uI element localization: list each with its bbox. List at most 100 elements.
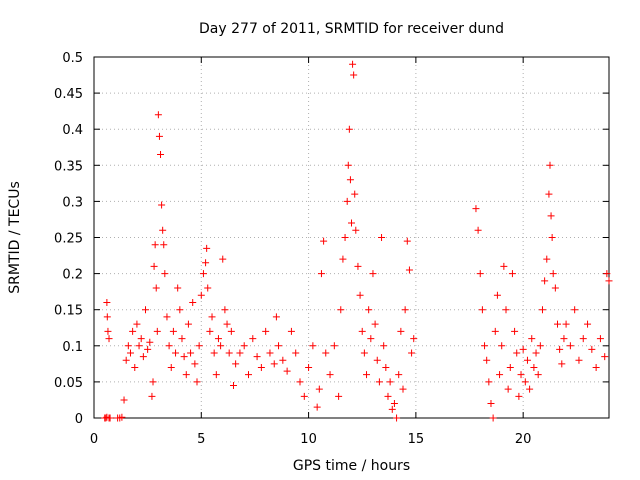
- data-point: [172, 349, 180, 357]
- data-point: [169, 327, 177, 335]
- data-point: [515, 392, 523, 400]
- data-point: [118, 413, 126, 421]
- data-point: [551, 284, 559, 292]
- data-point: [197, 291, 205, 299]
- data-point: [395, 371, 403, 379]
- data-point: [309, 342, 317, 350]
- data-point: [182, 371, 190, 379]
- data-point: [496, 371, 504, 379]
- data-point: [167, 363, 175, 371]
- data-point: [223, 320, 231, 328]
- data-point: [358, 327, 366, 335]
- data-point: [305, 363, 313, 371]
- data-point: [489, 414, 497, 422]
- data-point: [474, 226, 482, 234]
- data-point: [534, 371, 542, 379]
- data-point: [504, 385, 512, 393]
- data-point: [191, 360, 199, 368]
- data-point: [106, 414, 114, 422]
- data-point: [245, 371, 252, 379]
- y-tick-label: 0.1: [62, 340, 83, 355]
- data-point: [556, 345, 564, 353]
- data-point: [511, 327, 519, 335]
- data-point: [104, 327, 112, 335]
- x-tick-label: 5: [197, 432, 205, 447]
- data-point: [352, 226, 360, 234]
- data-point: [363, 371, 371, 379]
- data-point: [287, 327, 295, 335]
- data-point: [605, 277, 613, 285]
- data-point: [165, 342, 173, 350]
- data-point: [498, 342, 506, 350]
- data-point: [399, 385, 407, 393]
- data-point: [403, 237, 411, 245]
- y-tick-label: 0.45: [54, 87, 83, 102]
- data-point: [502, 306, 510, 314]
- data-point: [508, 270, 516, 278]
- data-point: [149, 378, 157, 386]
- data-point: [210, 349, 218, 357]
- data-point: [176, 306, 184, 314]
- data-point: [151, 241, 159, 249]
- data-point: [554, 320, 561, 328]
- data-point: [337, 306, 345, 314]
- data-point: [481, 342, 489, 350]
- y-tick-label: 0.4: [62, 123, 83, 138]
- data-point: [195, 342, 203, 350]
- data-point: [384, 392, 392, 400]
- data-point: [322, 349, 330, 357]
- data-point: [204, 284, 212, 292]
- data-point: [390, 400, 398, 408]
- y-tick-label: 0: [75, 412, 83, 427]
- data-point: [217, 342, 225, 350]
- data-point: [472, 205, 480, 213]
- data-point: [476, 270, 484, 278]
- data-point: [405, 266, 413, 274]
- data-point: [219, 255, 227, 263]
- data-point: [122, 356, 130, 364]
- data-point: [296, 378, 304, 386]
- data-point: [275, 342, 283, 350]
- data-point: [596, 335, 604, 343]
- data-point: [189, 298, 197, 306]
- data-point: [129, 327, 137, 335]
- data-point: [369, 270, 377, 278]
- data-point: [371, 320, 379, 328]
- data-point: [152, 284, 160, 292]
- data-point: [131, 363, 139, 371]
- data-point: [354, 262, 362, 270]
- data-point: [365, 306, 373, 314]
- data-point: [341, 234, 349, 241]
- data-point: [378, 234, 386, 241]
- data-point: [356, 291, 364, 299]
- data-point: [202, 259, 210, 267]
- data-point: [367, 335, 375, 343]
- data-point: [317, 270, 325, 278]
- data-point: [601, 353, 609, 361]
- chart-title: Day 277 of 2011, SRMTID for receiver dun…: [199, 21, 504, 37]
- data-point: [187, 349, 195, 357]
- data-point: [142, 306, 149, 314]
- y-tick-label: 0.25: [54, 232, 83, 247]
- data-point: [579, 335, 587, 343]
- data-point: [592, 363, 600, 371]
- data-point: [139, 353, 147, 361]
- data-point: [545, 190, 553, 198]
- x-tick-label: 15: [408, 432, 425, 447]
- data-point: [133, 320, 141, 328]
- data-point: [126, 349, 134, 357]
- data-point: [313, 403, 321, 411]
- data-point: [105, 335, 113, 343]
- data-point: [283, 367, 291, 375]
- data-point: [199, 270, 207, 278]
- y-axis-label: SRMTID / TECUs: [7, 181, 23, 294]
- data-point: [346, 176, 354, 184]
- data-point: [493, 291, 501, 299]
- data-point: [521, 378, 529, 386]
- data-point: [386, 378, 394, 386]
- data-point: [373, 356, 381, 364]
- data-point: [330, 342, 338, 350]
- data-point: [135, 342, 143, 350]
- data-point: [588, 345, 596, 353]
